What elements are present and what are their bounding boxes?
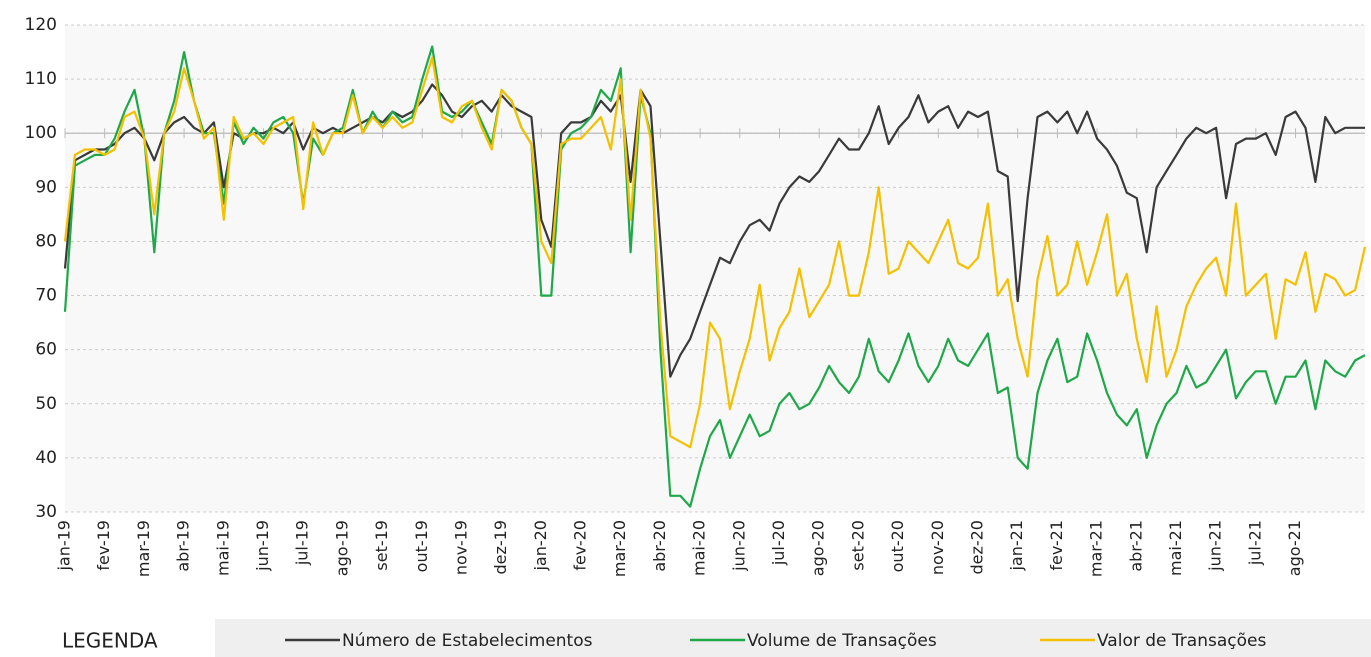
x-tick-label: abr-21 <box>1126 520 1145 572</box>
legend-label: Valor de Transações <box>1097 631 1266 651</box>
x-tick-label: set-19 <box>372 520 391 571</box>
y-tick-label: 110 <box>25 69 57 89</box>
y-tick-label: 60 <box>35 340 57 360</box>
x-tick-label: dez-20 <box>967 520 986 575</box>
x-tick-label: fev-21 <box>1047 520 1066 571</box>
x-tick-label: jul-21 <box>1245 520 1264 566</box>
legend-label: Número de Estabelecimentos <box>342 631 593 651</box>
y-tick-label: 50 <box>35 394 57 414</box>
y-tick-label: 120 <box>25 15 57 35</box>
y-tick-label: 90 <box>35 177 57 197</box>
y-tick-label: 30 <box>35 502 57 522</box>
x-tick-label: abr-19 <box>174 520 193 572</box>
x-tick-label: abr-20 <box>650 520 669 572</box>
x-tick-label: fev-19 <box>94 520 113 571</box>
y-tick-label: 40 <box>35 448 57 468</box>
x-tick-label: nov-19 <box>451 520 470 575</box>
y-tick-label: 80 <box>35 231 57 251</box>
x-tick-label: out-20 <box>888 520 907 572</box>
x-tick-label: dez-19 <box>491 520 510 575</box>
y-tick-label: 100 <box>25 123 57 143</box>
x-tick-label: jun-20 <box>729 520 748 572</box>
x-tick-label: out-19 <box>412 520 431 572</box>
legend-title: LEGENDA <box>62 629 158 653</box>
legend-box <box>215 619 1371 657</box>
x-tick-label: fev-20 <box>571 520 590 571</box>
x-tick-label: jul-19 <box>293 520 312 566</box>
x-tick-label: set-20 <box>848 520 867 571</box>
y-tick-label: 70 <box>35 286 57 306</box>
x-tick-label: jan-21 <box>1007 520 1026 572</box>
series-line <box>63 56 1367 449</box>
x-tick-label: ago-19 <box>332 520 351 576</box>
x-tick-label: jan-20 <box>531 520 550 572</box>
x-tick-label: jul-20 <box>769 520 788 566</box>
x-tick-label: jan-19 <box>55 520 74 572</box>
series-line <box>63 83 1365 378</box>
x-tick-label: jun-19 <box>253 520 272 572</box>
x-tick-label: mar-19 <box>134 520 153 577</box>
x-tick-label: nov-20 <box>928 520 947 575</box>
legend-label: Volume de Transações <box>747 631 937 651</box>
x-tick-label: mar-20 <box>610 520 629 577</box>
x-tick-label: ago-20 <box>809 520 828 576</box>
x-tick-label: mai-20 <box>690 520 709 576</box>
x-tick-label: mar-21 <box>1087 520 1106 577</box>
x-tick-label: mai-19 <box>213 520 232 576</box>
x-tick-label: mai-21 <box>1166 520 1185 576</box>
series-line <box>63 45 1366 508</box>
x-tick-label: ago-21 <box>1285 520 1304 576</box>
x-tick-label: jun-21 <box>1206 520 1225 572</box>
